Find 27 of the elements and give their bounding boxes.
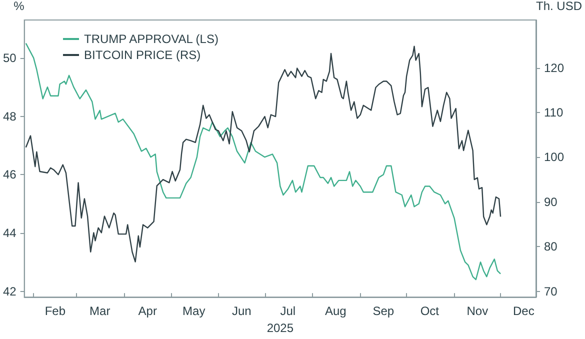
x-tick-label: Mar	[90, 304, 110, 318]
x-tick-label: Feb	[44, 304, 66, 318]
y2-axis-title: Th. USD	[536, 0, 582, 13]
x-tick-label: Apr	[138, 304, 157, 318]
y2-tick-label: 120	[544, 60, 564, 75]
x-tick-label: Oct	[420, 304, 440, 318]
x-tick-label: Jun	[232, 304, 252, 318]
x-tick-label: Aug	[324, 304, 346, 318]
y-axis-title: %	[14, 0, 25, 13]
y-tick-label: 42	[2, 284, 17, 298]
y-tick-label: 46	[2, 168, 17, 182]
y2-tick-label: 80	[544, 240, 558, 254]
x-tick-label: Jul	[280, 304, 296, 318]
y-tick-label: 50	[2, 50, 17, 65]
y2-tick-label: 100	[544, 150, 564, 164]
legend-label: TRUMP APPROVAL (LS)	[84, 32, 218, 46]
x-tick-label: Sep	[372, 304, 394, 318]
x-tick-label: Dec	[512, 304, 534, 318]
y-tick-label: 48	[2, 109, 17, 124]
y2-tick-label: 110	[544, 106, 564, 120]
legend-label: BITCOIN PRICE (RS)	[84, 48, 201, 62]
y-tick-label: 44	[2, 226, 17, 240]
x-tick-label: Nov	[466, 304, 488, 318]
y2-tick-label: 90	[544, 194, 558, 209]
x-tick-label: May	[182, 304, 206, 318]
y2-tick-label: 70	[544, 284, 558, 298]
x-axis-title: 2025	[266, 321, 294, 335]
